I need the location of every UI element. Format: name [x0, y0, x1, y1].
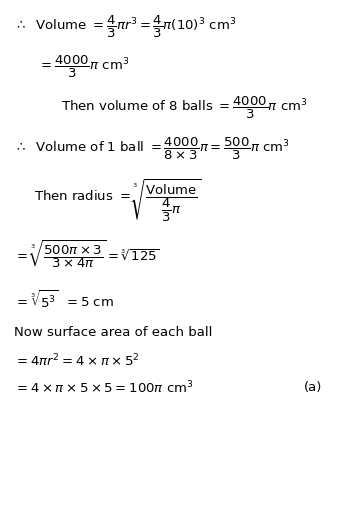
Text: $= \sqrt[3]{5^3}\;\; = 5$ cm: $= \sqrt[3]{5^3}\;\; = 5$ cm	[14, 289, 113, 310]
Text: (a): (a)	[303, 381, 322, 393]
Text: $= \dfrac{4000}{3}\pi$ cm$^3$: $= \dfrac{4000}{3}\pi$ cm$^3$	[38, 54, 129, 79]
Text: $= \sqrt[3]{\dfrac{500\pi\times3}{3\times4\pi}} = \sqrt[3]{125}$: $= \sqrt[3]{\dfrac{500\pi\times3}{3\time…	[14, 238, 159, 271]
Text: Then radius $= \sqrt[3]{\dfrac{\mathrm{Volume}}{\dfrac{4}{3}\pi}}$: Then radius $= \sqrt[3]{\dfrac{\mathrm{V…	[34, 177, 201, 223]
Text: $\therefore\;$ Volume $= \dfrac{4}{3}\pi r^3 = \dfrac{4}{3}\pi(10)^3$ cm$^3$: $\therefore\;$ Volume $= \dfrac{4}{3}\pi…	[14, 14, 236, 40]
Text: $\therefore\;$ Volume of 1 ball $= \dfrac{4000}{8\times3}\pi = \dfrac{500}{3}\pi: $\therefore\;$ Volume of 1 ball $= \dfra…	[14, 135, 290, 162]
Text: $= 4\pi r^2 = 4 \times \pi \times 5^2$: $= 4\pi r^2 = 4 \times \pi \times 5^2$	[14, 351, 140, 368]
Text: Now surface area of each ball: Now surface area of each ball	[14, 325, 212, 338]
Text: $= 4 \times \pi \times 5 \times 5 = 100\pi$ cm$^3$: $= 4 \times \pi \times 5 \times 5 = 100\…	[14, 379, 193, 395]
Text: Then volume of 8 balls $= \dfrac{4000}{3}\pi$ cm$^3$: Then volume of 8 balls $= \dfrac{4000}{3…	[62, 94, 308, 121]
